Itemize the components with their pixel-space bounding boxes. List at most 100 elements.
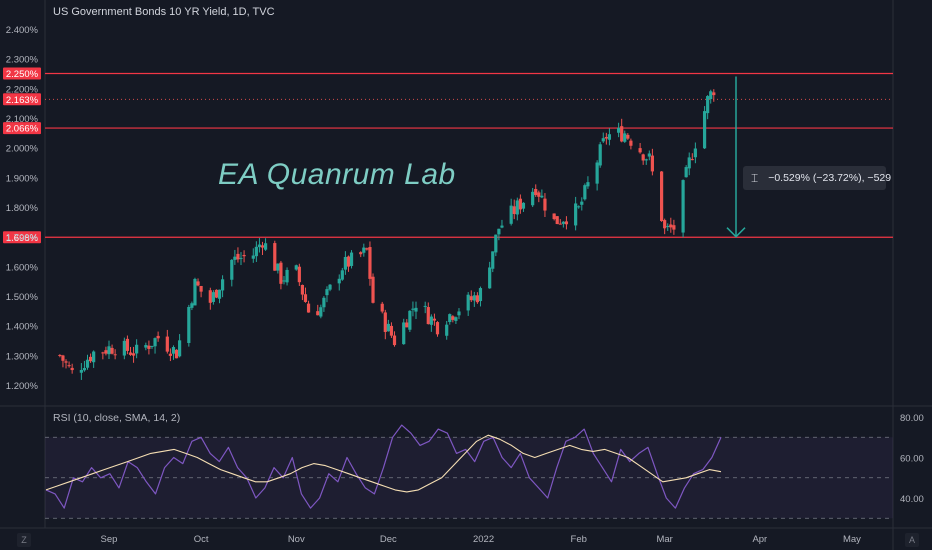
candle-body (445, 324, 449, 336)
candle-body (260, 245, 265, 248)
candle-body (153, 338, 157, 347)
candle-body (577, 206, 581, 208)
candle-body (432, 318, 437, 321)
time-tick-label: 2022 (473, 534, 494, 545)
candle-body (294, 265, 298, 270)
candle-body (349, 252, 354, 266)
candle-body (574, 203, 578, 226)
candle-body (644, 159, 648, 161)
candle-body (426, 307, 430, 325)
candle-body (282, 280, 286, 282)
candle-body (279, 262, 283, 284)
candle-body (359, 252, 363, 255)
candle-body (466, 294, 470, 311)
candle-body (555, 216, 559, 225)
candle-body (534, 188, 538, 196)
candle-body (537, 192, 541, 197)
candle-body (178, 340, 182, 357)
candle-body (61, 355, 65, 361)
candle-body (113, 354, 117, 356)
candle-body (211, 292, 215, 302)
candle-body (285, 269, 289, 283)
price-tick-label: 2.100% (6, 114, 39, 125)
rsi-tick-label: 80.00 (900, 413, 924, 424)
time-axis: Sep Oct Nov Dec 2022 Feb Mar Apr May (101, 534, 862, 545)
candle-body (110, 347, 114, 354)
candle-body (101, 352, 105, 354)
price-label: 2.250% (6, 69, 39, 80)
candle-body (233, 256, 237, 260)
auto-scale-button[interactable]: A (905, 533, 919, 547)
candle-body (257, 244, 262, 248)
candle-body (500, 225, 504, 228)
candle-body (469, 296, 473, 301)
candle-body (617, 127, 621, 133)
candle-body (214, 289, 219, 298)
candle-body (687, 157, 691, 169)
price-tick-label: 1.900% (6, 173, 39, 184)
price-label: 2.066% (6, 124, 39, 135)
candle-body (518, 198, 522, 210)
candle-body (254, 246, 258, 257)
time-tick-label: Apr (752, 534, 767, 545)
candle-body (230, 259, 234, 280)
price-tick-label: 2.400% (6, 25, 39, 36)
candle-body (475, 295, 479, 303)
candle-body (629, 140, 633, 146)
candle-body (128, 352, 133, 355)
candle-body (564, 221, 569, 225)
candle-body (494, 234, 498, 253)
candle-body (690, 159, 694, 161)
candle-body (454, 317, 458, 321)
candle-body (263, 243, 268, 250)
candle-body (131, 353, 136, 356)
candle-body (156, 335, 160, 339)
time-tick-label: May (843, 534, 861, 545)
candle-body (515, 200, 519, 215)
measure-arrow (726, 76, 746, 238)
price-label-bg (3, 93, 41, 106)
rsi-ma-line (45, 434, 722, 493)
rsi-line (45, 424, 722, 509)
price-tick-label: 1.200% (6, 381, 39, 392)
candle-body (343, 256, 347, 270)
rsi-tick-label: 40.00 (900, 494, 924, 505)
candle-body (67, 365, 71, 367)
price-label-bg (3, 122, 41, 135)
price-tick-label: 1.800% (6, 203, 39, 214)
arrow-head (726, 227, 746, 238)
candle-body (681, 180, 685, 233)
candle-body (607, 134, 612, 140)
candle-body (543, 198, 547, 211)
time-tick-label: Feb (571, 534, 587, 545)
candle-body (82, 368, 87, 371)
rsi-panel: 80.00 60.00 40.00 (45, 413, 924, 519)
candle-body (196, 281, 200, 286)
range-icon: ⌶ (751, 170, 759, 185)
candle-body (236, 253, 240, 260)
candle-body (672, 225, 676, 230)
candle-body (306, 303, 311, 313)
candle-body (165, 336, 169, 352)
candle-body (337, 278, 341, 284)
candle-body (402, 322, 406, 345)
timezone-button[interactable]: Z (17, 533, 31, 547)
candle-body (423, 305, 427, 307)
candle-body (552, 213, 556, 220)
candle-body (171, 347, 176, 354)
candle-body (104, 350, 108, 354)
candle-body (638, 148, 642, 153)
candle-body (168, 353, 172, 356)
candle-body (684, 167, 688, 178)
candle-body (663, 220, 667, 229)
price-tick-label: 1.300% (6, 351, 39, 362)
candle-body (693, 148, 697, 158)
candle-body (488, 267, 492, 289)
candle-body (472, 295, 476, 301)
time-tick-label: Sep (101, 534, 118, 545)
candle-body (521, 202, 526, 209)
candle-body (706, 96, 710, 114)
candle-body (174, 349, 179, 359)
rsi-title[interactable]: RSI (10, close, SMA, 14, 2) (53, 412, 181, 424)
